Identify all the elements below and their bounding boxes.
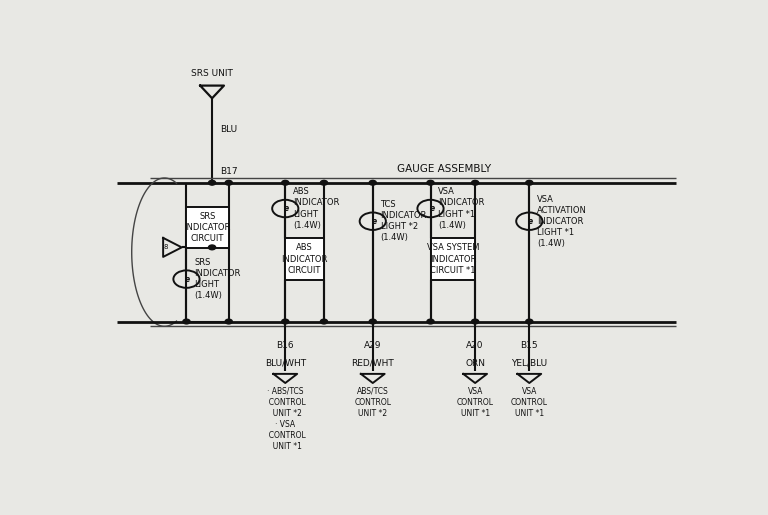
Text: VSA
INDICATOR
LIGHT *1
(1.4W): VSA INDICATOR LIGHT *1 (1.4W) — [439, 187, 485, 230]
Text: RED/WHT: RED/WHT — [352, 358, 394, 368]
Text: SRS UNIT: SRS UNIT — [191, 68, 233, 78]
Text: VSA SYSTEM
INDICATOR
CIRCUIT *1: VSA SYSTEM INDICATOR CIRCUIT *1 — [426, 244, 479, 274]
Circle shape — [472, 319, 478, 324]
Text: e: e — [372, 217, 376, 226]
Text: A29: A29 — [364, 341, 382, 350]
Circle shape — [282, 180, 289, 185]
Circle shape — [208, 245, 216, 250]
Text: BLU: BLU — [220, 125, 237, 134]
Circle shape — [320, 319, 327, 324]
Text: GAUGE ASSEMBLY: GAUGE ASSEMBLY — [397, 164, 492, 174]
Text: ABS/TCS
CONTROL
UNIT *2: ABS/TCS CONTROL UNIT *2 — [354, 387, 391, 418]
Text: ORN: ORN — [465, 358, 485, 368]
Text: B16: B16 — [276, 341, 294, 350]
Text: YEL/BLU: YEL/BLU — [511, 358, 548, 368]
Circle shape — [225, 319, 232, 324]
Text: A20: A20 — [466, 341, 484, 350]
Circle shape — [225, 180, 232, 185]
Circle shape — [183, 319, 190, 324]
Text: B17: B17 — [220, 167, 237, 177]
Text: TCS
INDICATOR
LIGHT *2
(1.4W): TCS INDICATOR LIGHT *2 (1.4W) — [380, 200, 427, 243]
Circle shape — [472, 180, 478, 185]
Text: e: e — [185, 274, 190, 284]
Text: SRS
INDICATOR
LIGHT
(1.4W): SRS INDICATOR LIGHT (1.4W) — [194, 258, 240, 300]
Bar — [285, 238, 324, 280]
Text: VSA
ACTIVATION
INDICATOR
LIGHT *1
(1.4W): VSA ACTIVATION INDICATOR LIGHT *1 (1.4W) — [537, 195, 587, 248]
Text: 8: 8 — [164, 245, 168, 250]
Text: e: e — [429, 204, 435, 213]
Text: VSA
CONTROL
UNIT *1: VSA CONTROL UNIT *1 — [511, 387, 548, 418]
Text: SRS
INDICATOR
CIRCUIT: SRS INDICATOR CIRCUIT — [184, 212, 231, 243]
Text: e: e — [528, 217, 533, 226]
Circle shape — [320, 180, 327, 185]
Circle shape — [526, 319, 533, 324]
Circle shape — [427, 319, 434, 324]
Circle shape — [369, 319, 376, 324]
Text: e: e — [284, 204, 289, 213]
Bar — [431, 238, 475, 280]
Circle shape — [427, 180, 434, 185]
Bar — [187, 207, 229, 248]
Text: · ABS/TCS
  CONTROL
  UNIT *2
· VSA
  CONTROL
  UNIT *1: · ABS/TCS CONTROL UNIT *2 · VSA CONTROL … — [264, 387, 306, 452]
Circle shape — [369, 180, 376, 185]
Text: B15: B15 — [521, 341, 538, 350]
Circle shape — [208, 180, 216, 185]
Circle shape — [526, 180, 533, 185]
Text: ABS
INDICATOR
LIGHT
(1.4W): ABS INDICATOR LIGHT (1.4W) — [293, 187, 339, 230]
Text: ABS
INDICATOR
CIRCUIT: ABS INDICATOR CIRCUIT — [281, 244, 328, 274]
Circle shape — [282, 319, 289, 324]
Text: VSA
CONTROL
UNIT *1: VSA CONTROL UNIT *1 — [457, 387, 494, 418]
Text: BLU/WHT: BLU/WHT — [265, 358, 306, 368]
